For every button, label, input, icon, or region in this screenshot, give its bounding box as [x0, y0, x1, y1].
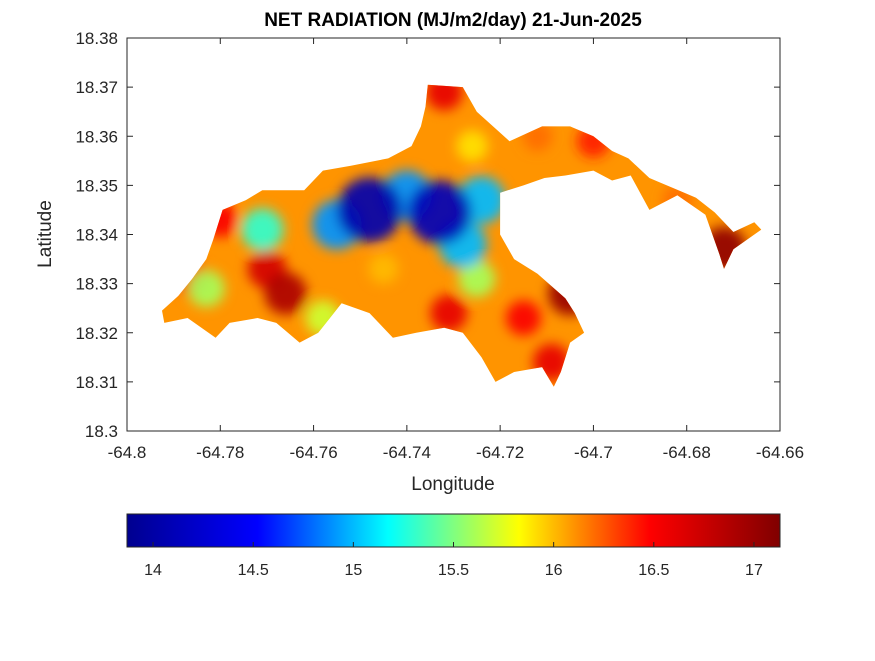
field-hotspot [337, 177, 402, 243]
field-hotspot [407, 180, 472, 245]
x-tick-label: -64.8 [108, 443, 147, 462]
x-tick-label: -64.68 [663, 443, 711, 462]
y-tick-label: 18.33 [75, 275, 118, 294]
colorbar [126, 513, 781, 548]
field-blobs [174, 84, 747, 381]
x-tick-label: -64.78 [196, 443, 244, 462]
y-axis-label: Latitude [35, 200, 56, 268]
y-tick-label: 18.37 [75, 78, 118, 97]
field-hotspot [430, 294, 468, 332]
x-axis-label: Longitude [411, 474, 494, 495]
field-hotspot [505, 300, 542, 336]
field-hotspot [241, 208, 284, 251]
field-hotspot [425, 84, 463, 111]
field-hotspot [264, 272, 307, 315]
y-tick-label: 18.35 [75, 176, 118, 195]
y-tick-label: 18.34 [75, 226, 118, 245]
field-hotspot [458, 260, 496, 298]
colorbar-tick-label: 14 [144, 562, 162, 579]
field-hotspot [187, 270, 225, 307]
field-hotspot [456, 130, 489, 162]
y-tick-label: 18.32 [75, 324, 118, 343]
y-tick-label: 18.3 [85, 422, 118, 441]
y-tick-label: 18.31 [75, 373, 118, 392]
chart-title: NET RADIATION (MJ/m2/day) 21-Jun-2025 [264, 10, 642, 31]
colorbar-tick-label: 16 [545, 562, 563, 579]
y-axis: 18.3 18.31 18.32 18.33 18.34 18.35 18.36 18.37 1… [75, 29, 780, 441]
y-tick-label: 18.38 [75, 29, 118, 48]
x-tick-label: -64.74 [383, 443, 431, 462]
colorbar-ticks: 14 14.5 15 15.5 16 16.5 17 [144, 542, 763, 579]
colorbar-tick-label: 15.5 [438, 562, 469, 579]
colorbar-tick-label: 17 [745, 562, 763, 579]
x-tick-label: -64.66 [756, 443, 804, 462]
x-axis: -64.8 -64.78 -64.76 -64.74 -64.72 -64.7 -64.68… [108, 38, 804, 462]
field-hotspot [368, 254, 399, 284]
x-tick-label: -64.76 [289, 443, 337, 462]
colorbar-tick-label: 14.5 [238, 562, 269, 579]
x-tick-label: -64.72 [476, 443, 524, 462]
x-tick-label: -64.7 [574, 443, 613, 462]
colorbar-tick-label: 16.5 [638, 562, 669, 579]
colorbar-tick-label: 15 [344, 562, 362, 579]
y-tick-label: 18.36 [75, 127, 118, 146]
